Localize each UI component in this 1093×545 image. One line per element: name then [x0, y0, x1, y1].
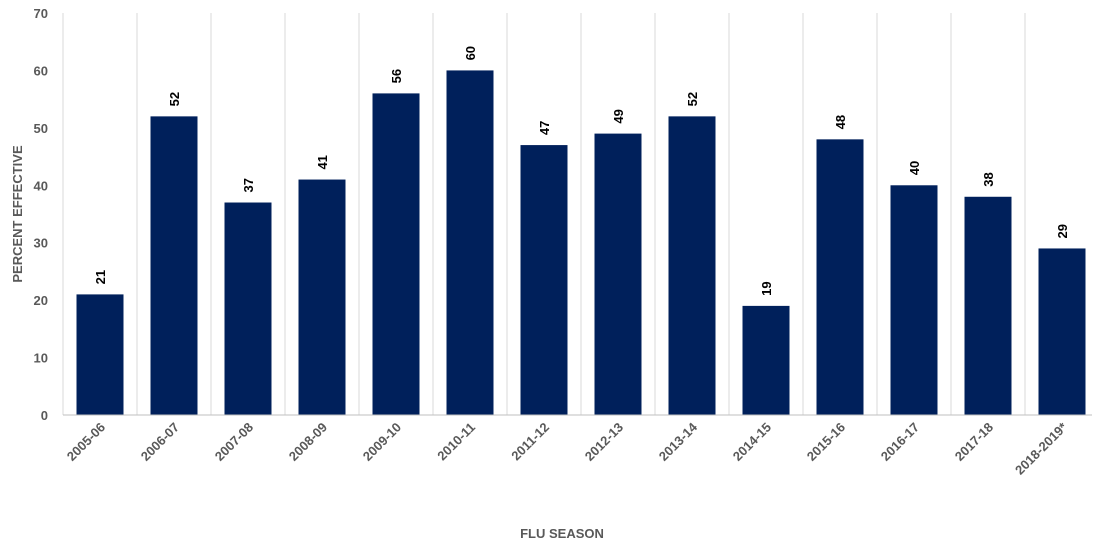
bar: [372, 93, 420, 416]
data-label: 52: [685, 92, 700, 106]
bar: [520, 145, 568, 416]
data-label: 48: [833, 115, 848, 129]
data-label: 52: [167, 92, 182, 106]
bar: [224, 202, 272, 415]
data-label: 21: [93, 270, 108, 284]
data-label: 19: [759, 281, 774, 295]
x-tick-label: 2007-08: [212, 420, 256, 464]
bar: [890, 185, 938, 415]
bar: [816, 139, 864, 416]
y-tick-label: 30: [34, 236, 48, 251]
x-axis-ticks: 2005-06 2006-07 2007-08 2008-09 2009-10 2010-…: [64, 419, 1071, 478]
gridlines: [62, 13, 1026, 415]
y-tick-label: 40: [34, 178, 48, 193]
x-tick-label: 2013-14: [656, 419, 701, 464]
x-tick-label: 2015-16: [804, 420, 848, 464]
x-tick-label: 2010-11: [434, 420, 478, 464]
y-axis-ticks: 0 10 20 30 40 50 60 70: [34, 6, 48, 423]
data-label: 49: [611, 109, 626, 123]
x-tick-label: 2006-07: [138, 420, 182, 464]
bar: [964, 196, 1012, 415]
x-tick-label: 2012-13: [582, 420, 626, 464]
data-label: 41: [315, 155, 330, 169]
data-labels: 21 52 37 41 56 60 47 49 52 19 48 40 38 29: [93, 46, 1070, 296]
data-label: 60: [463, 46, 478, 60]
bars: [76, 70, 1086, 416]
x-axis-title: FLU SEASON: [520, 526, 604, 541]
bar: [668, 116, 716, 415]
y-tick-label: 70: [34, 6, 48, 21]
x-tick-label: 2017-18: [952, 420, 996, 464]
y-tick-label: 20: [34, 293, 48, 308]
bar: [76, 294, 124, 415]
x-tick-label: 2011-12: [508, 420, 552, 464]
y-axis-title: PERCENT EFFECTIVE: [10, 145, 25, 283]
x-tick-label: 2014-15: [730, 420, 774, 464]
x-tick-label: 2016-17: [878, 420, 922, 464]
x-tick-label: 2008-09: [286, 420, 330, 464]
x-tick-label: 2009-10: [360, 420, 404, 464]
data-label: 47: [537, 121, 552, 135]
bar: [594, 133, 642, 415]
y-tick-label: 50: [34, 121, 48, 136]
y-tick-label: 0: [41, 408, 48, 423]
x-tick-label: 2005-06: [64, 420, 108, 464]
bar: [298, 179, 346, 415]
x-tick-label: 2018-2019*: [1012, 419, 1071, 478]
y-tick-label: 60: [34, 63, 48, 78]
y-tick-label: 10: [34, 351, 48, 366]
bar: [1038, 248, 1086, 415]
data-label: 29: [1055, 224, 1070, 238]
data-label: 40: [907, 161, 922, 175]
bar: [446, 70, 494, 415]
data-label: 56: [389, 69, 404, 83]
bar: [150, 116, 198, 415]
bar: [742, 305, 790, 415]
data-label: 37: [241, 178, 256, 192]
data-label: 38: [981, 172, 996, 186]
